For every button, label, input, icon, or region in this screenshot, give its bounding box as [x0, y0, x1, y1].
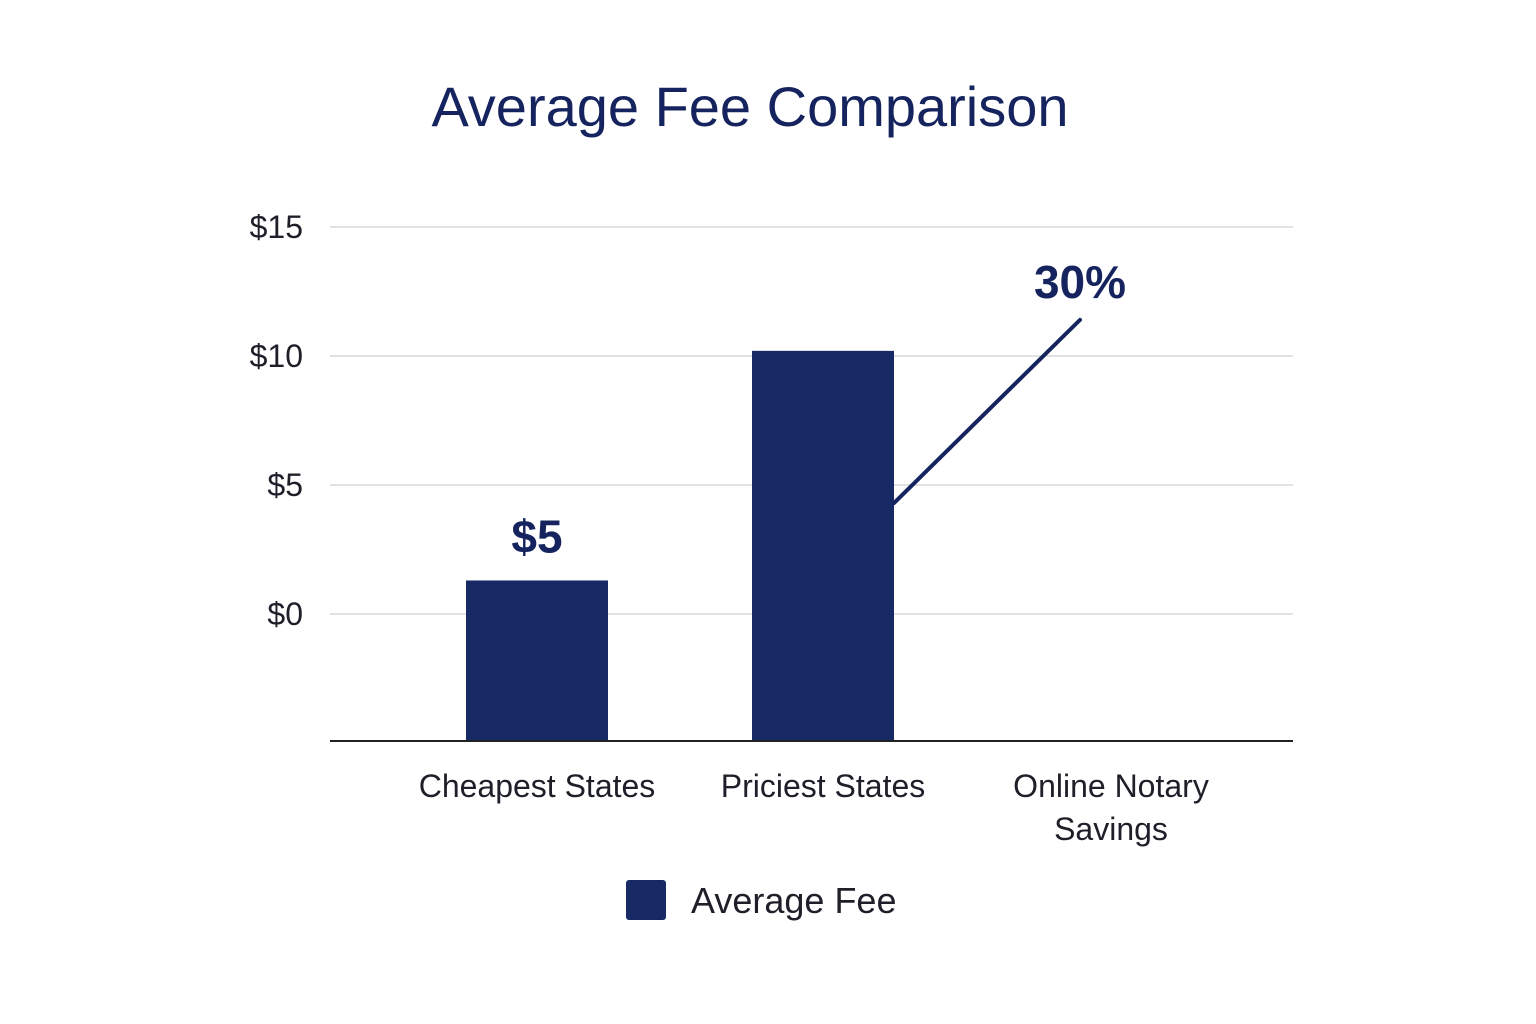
annotation-label: 30% — [1034, 256, 1126, 308]
y-tick-label: $5 — [267, 467, 303, 503]
legend-swatch — [626, 880, 666, 920]
x-category-label: Online Notary Savings — [1013, 768, 1209, 847]
y-axis-ticks: $15 $10 $5 $0 — [250, 209, 303, 632]
y-tick-label: $15 — [250, 209, 303, 245]
x-category-label: Priciest States — [721, 768, 926, 804]
bar-series — [466, 350, 894, 741]
x-category-label: Cheapest States — [419, 768, 656, 804]
annotation-arrow-line — [892, 317, 1082, 506]
x-axis-labels: Cheapest States Priciest States Online Not… — [419, 768, 1209, 847]
annotations: $5 30% — [511, 256, 1126, 563]
data-label: $5 — [511, 510, 562, 562]
legend-label: Average Fee — [691, 880, 896, 921]
y-tick-label: $10 — [250, 338, 303, 374]
y-tick-label: $0 — [267, 596, 303, 632]
bar — [466, 580, 608, 741]
bar — [752, 350, 894, 741]
legend: Average Fee — [626, 880, 896, 921]
chart-title: Average Fee Comparison — [431, 75, 1068, 138]
